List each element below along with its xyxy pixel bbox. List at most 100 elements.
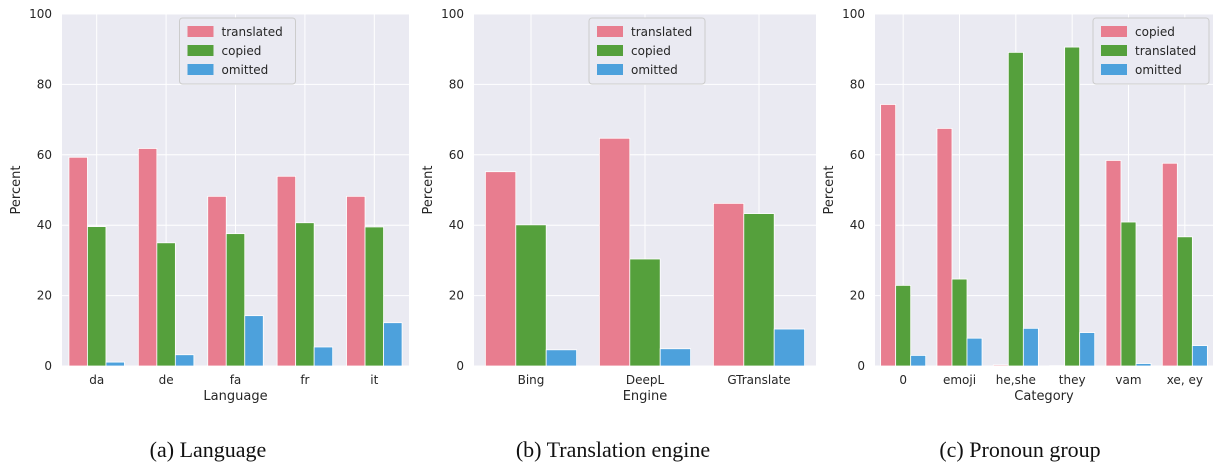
y-tick-label: 20 xyxy=(449,289,464,303)
y-axis-label: Percent xyxy=(9,166,24,215)
legend-label: omitted xyxy=(1135,63,1182,77)
y-tick-label: 0 xyxy=(857,359,865,373)
y-tick-label: 100 xyxy=(842,7,865,21)
bar-copied xyxy=(1161,162,1178,367)
legend-label: translated xyxy=(631,25,692,39)
bar-translated xyxy=(951,278,968,367)
legend-swatch-copied xyxy=(1101,26,1127,37)
bar-copied xyxy=(992,364,1009,367)
y-tick-label: 60 xyxy=(449,148,464,162)
bar-translated xyxy=(1120,221,1137,367)
legend-label: omitted xyxy=(631,63,678,77)
y-tick-label: 80 xyxy=(449,77,464,91)
legend-label: copied xyxy=(222,44,262,58)
y-tick-label: 40 xyxy=(37,218,52,232)
bar-translated xyxy=(68,156,88,367)
x-tick-label: xe, ey xyxy=(1167,373,1203,387)
bar-omitted xyxy=(773,328,806,367)
y-tick-label: 80 xyxy=(850,77,865,91)
bar-copied xyxy=(880,104,897,367)
y-tick-label: 100 xyxy=(29,7,52,21)
bar-translated xyxy=(1176,236,1193,367)
x-tick-label: GTranslate xyxy=(727,373,790,387)
x-tick-label: it xyxy=(370,373,378,387)
legend-label: copied xyxy=(631,44,671,58)
bar-omitted xyxy=(659,348,692,367)
legend: translated copied omitted xyxy=(588,17,706,85)
y-tick-label: 0 xyxy=(456,359,464,373)
x-tick-label: fa xyxy=(230,373,242,387)
y-tick-label: 20 xyxy=(37,289,52,303)
x-tick-label: vam xyxy=(1115,373,1141,387)
bar-copied xyxy=(156,242,176,367)
legend: copied translated omitted xyxy=(1092,17,1210,85)
y-tick-label: 60 xyxy=(850,148,865,162)
y-tick-label: 60 xyxy=(37,148,52,162)
bar-copied xyxy=(743,213,775,367)
x-tick-label: da xyxy=(89,373,104,387)
bar-translated xyxy=(207,195,227,367)
bar-omitted xyxy=(174,354,195,367)
bar-omitted xyxy=(1022,327,1039,367)
bar-copied xyxy=(295,222,315,367)
legend-swatch-translated xyxy=(597,26,623,37)
x-axis-label: Engine xyxy=(623,389,668,404)
x-axis-label: Language xyxy=(203,389,267,404)
legend-swatch-omitted xyxy=(187,64,214,75)
y-tick-label: 80 xyxy=(37,77,52,91)
bar-translated xyxy=(137,148,158,367)
y-tick-label: 40 xyxy=(449,218,464,232)
y-tick-label: 100 xyxy=(441,7,464,21)
panel-caption: (b) Translation engine xyxy=(516,437,710,462)
bar-translated xyxy=(346,195,366,367)
x-tick-label: emoji xyxy=(943,373,976,387)
legend: translated copied omitted xyxy=(179,17,296,85)
chart-panel-2: 0 20 40 60 80 100 Bing DeepL GTranslate Engine Per… xyxy=(421,7,816,462)
x-tick-label: he,she xyxy=(996,373,1036,387)
legend-label: copied xyxy=(1135,25,1175,39)
bar-copied xyxy=(629,258,661,367)
bar-copied xyxy=(936,127,953,367)
bar-translated xyxy=(1007,51,1024,367)
bar-omitted xyxy=(244,315,264,367)
legend-swatch-copied xyxy=(187,45,214,56)
legend-swatch-omitted xyxy=(1101,64,1127,75)
chart-panel-1: 0 20 40 60 80 100 da de fa fr it Language Percent tra… xyxy=(9,7,409,462)
y-axis-label: Percent xyxy=(822,166,837,215)
panel-caption: (c) Pronoun group xyxy=(939,437,1100,462)
bar-copied xyxy=(515,224,547,367)
bar-translated xyxy=(713,202,745,367)
legend-swatch-translated xyxy=(1101,45,1127,56)
bar-translated xyxy=(484,171,517,367)
chart-panel-3: 0 20 40 60 80 100 0 emoji he,she they vam xe, ey Cat… xyxy=(822,7,1213,462)
bar-omitted xyxy=(383,322,403,367)
legend-swatch-omitted xyxy=(597,64,623,75)
legend-label: translated xyxy=(222,25,283,39)
bar-copied xyxy=(87,226,107,367)
bar-omitted xyxy=(1135,363,1152,367)
y-tick-label: 40 xyxy=(850,218,865,232)
legend-label: omitted xyxy=(222,63,269,77)
bar-copied xyxy=(1105,160,1122,367)
bar-translated xyxy=(1064,46,1081,367)
bar-omitted xyxy=(966,337,983,367)
bar-copied xyxy=(364,226,384,367)
x-tick-label: Bing xyxy=(518,373,545,387)
x-tick-label: DeepL xyxy=(626,373,665,387)
bar-omitted xyxy=(910,355,927,367)
bar-omitted xyxy=(545,349,578,367)
x-tick-label: de xyxy=(159,373,174,387)
bar-omitted xyxy=(1079,332,1096,367)
bar-copied xyxy=(225,233,246,367)
bar-omitted xyxy=(313,346,334,367)
panel-caption: (a) Language xyxy=(150,437,267,462)
x-tick-label: fr xyxy=(300,373,309,387)
legend-swatch-copied xyxy=(597,45,623,56)
x-tick-label: they xyxy=(1059,373,1086,387)
bar-translated xyxy=(895,284,912,367)
x-axis-label: Category xyxy=(1014,389,1074,404)
y-tick-label: 20 xyxy=(850,289,865,303)
legend-swatch-translated xyxy=(187,26,214,37)
y-axis-label: Percent xyxy=(421,166,436,215)
legend-label: translated xyxy=(1135,44,1196,58)
